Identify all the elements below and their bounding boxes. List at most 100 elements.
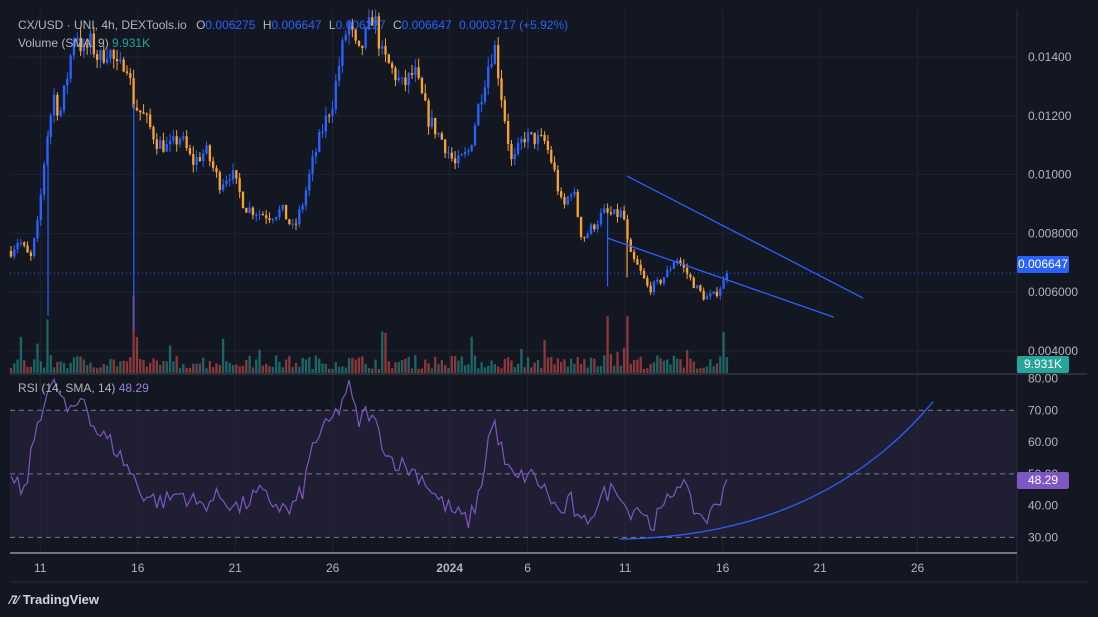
candle-body[interactable] xyxy=(467,151,470,153)
candle-body[interactable] xyxy=(719,288,722,296)
candle-body[interactable] xyxy=(619,210,622,217)
candle-body[interactable] xyxy=(457,155,460,164)
candle-body[interactable] xyxy=(202,153,205,161)
candle-body[interactable] xyxy=(72,40,76,56)
candle-body[interactable] xyxy=(593,224,596,230)
candle-body[interactable] xyxy=(109,50,112,59)
candle-body[interactable] xyxy=(112,50,115,60)
candle-body[interactable] xyxy=(569,194,573,197)
candle-body[interactable] xyxy=(82,45,86,52)
candle-body[interactable] xyxy=(725,273,729,280)
candle-body[interactable] xyxy=(132,78,135,108)
candle-body[interactable] xyxy=(490,64,493,67)
candle-body[interactable] xyxy=(125,71,129,74)
candle-body[interactable] xyxy=(56,94,59,116)
candle-body[interactable] xyxy=(689,274,692,278)
candle-body[interactable] xyxy=(390,63,394,68)
candle-body[interactable] xyxy=(556,169,560,192)
candle-body[interactable] xyxy=(165,144,168,152)
candle-body[interactable] xyxy=(493,45,497,65)
candle-body[interactable] xyxy=(185,136,188,149)
candle-body[interactable] xyxy=(632,251,636,260)
candle-body[interactable] xyxy=(354,29,357,41)
candle-body[interactable] xyxy=(23,242,26,246)
candle-body[interactable] xyxy=(646,278,649,286)
candle-body[interactable] xyxy=(318,132,321,152)
candle-body[interactable] xyxy=(682,263,685,268)
candle-body[interactable] xyxy=(609,212,613,214)
candle-body[interactable] xyxy=(699,285,702,291)
candle-body[interactable] xyxy=(49,115,52,137)
candle-body[interactable] xyxy=(477,104,480,126)
candle-body[interactable] xyxy=(410,73,414,75)
candle-body[interactable] xyxy=(195,157,198,165)
candle-body[interactable] xyxy=(331,108,334,116)
candle-body[interactable] xyxy=(503,100,506,122)
candle-body[interactable] xyxy=(311,156,314,174)
candle-body[interactable] xyxy=(387,54,390,64)
candle-body[interactable] xyxy=(66,78,69,86)
candle-body[interactable] xyxy=(152,127,155,140)
candle-body[interactable] xyxy=(483,87,487,102)
candle-body[interactable] xyxy=(510,143,513,160)
candle-body[interactable] xyxy=(145,113,149,115)
candle-body[interactable] xyxy=(291,223,294,225)
candle-body[interactable] xyxy=(417,67,420,79)
candle-body[interactable] xyxy=(208,145,212,162)
candle-body[interactable] xyxy=(440,133,444,140)
candle-body[interactable] xyxy=(221,184,225,190)
candle-body[interactable] xyxy=(414,67,417,75)
candle-body[interactable] xyxy=(460,154,463,156)
candle-body[interactable] xyxy=(463,151,467,155)
candle-body[interactable] xyxy=(235,170,238,179)
candle-body[interactable] xyxy=(321,131,324,133)
candle-body[interactable] xyxy=(500,78,503,101)
candle-body[interactable] xyxy=(155,139,158,149)
candle-body[interactable] xyxy=(168,140,172,145)
candle-body[interactable] xyxy=(473,125,477,146)
candle-body[interactable] xyxy=(172,136,175,141)
candle-body[interactable] xyxy=(86,45,89,48)
candle-body[interactable] xyxy=(613,209,616,214)
candle-body[interactable] xyxy=(142,112,145,114)
candle-body[interactable] xyxy=(337,65,341,81)
candle-body[interactable] xyxy=(659,279,662,284)
candle-body[interactable] xyxy=(294,223,298,225)
candle-body[interactable] xyxy=(487,66,490,88)
candle-body[interactable] xyxy=(228,179,231,181)
candle-body[interactable] xyxy=(205,145,208,154)
candle-body[interactable] xyxy=(16,242,19,250)
candle-body[interactable] xyxy=(662,277,666,284)
candles[interactable] xyxy=(9,9,729,331)
candle-body[interactable] xyxy=(281,204,284,210)
candle-body[interactable] xyxy=(135,107,139,111)
candle-body[interactable] xyxy=(639,264,642,271)
candle-body[interactable] xyxy=(685,267,689,275)
candle-body[interactable] xyxy=(563,196,566,205)
candle-body[interactable] xyxy=(158,140,162,149)
candle-body[interactable] xyxy=(26,245,29,253)
candle-body[interactable] xyxy=(265,215,268,219)
candle-body[interactable] xyxy=(361,45,364,48)
candle-body[interactable] xyxy=(470,145,473,152)
candle-body[interactable] xyxy=(427,100,430,127)
candle-body[interactable] xyxy=(540,134,543,136)
candle-body[interactable] xyxy=(327,115,331,117)
candle-body[interactable] xyxy=(506,121,510,144)
candle-body[interactable] xyxy=(347,22,351,35)
candle-body[interactable] xyxy=(676,260,679,263)
candle-body[interactable] xyxy=(42,164,46,195)
candle-body[interactable] xyxy=(652,281,656,293)
trendline-upper[interactable] xyxy=(626,175,864,299)
candle-body[interactable] xyxy=(642,270,646,279)
candle-body[interactable] xyxy=(251,207,255,216)
candle-body[interactable] xyxy=(586,233,589,239)
candle-body[interactable] xyxy=(245,208,248,213)
candle-body[interactable] xyxy=(444,139,447,154)
candle-body[interactable] xyxy=(437,133,440,135)
candle-body[interactable] xyxy=(560,191,563,197)
candle-body[interactable] xyxy=(546,141,550,150)
candle-body[interactable] xyxy=(129,73,132,79)
candle-body[interactable] xyxy=(288,219,291,224)
candle-body[interactable] xyxy=(89,33,92,48)
